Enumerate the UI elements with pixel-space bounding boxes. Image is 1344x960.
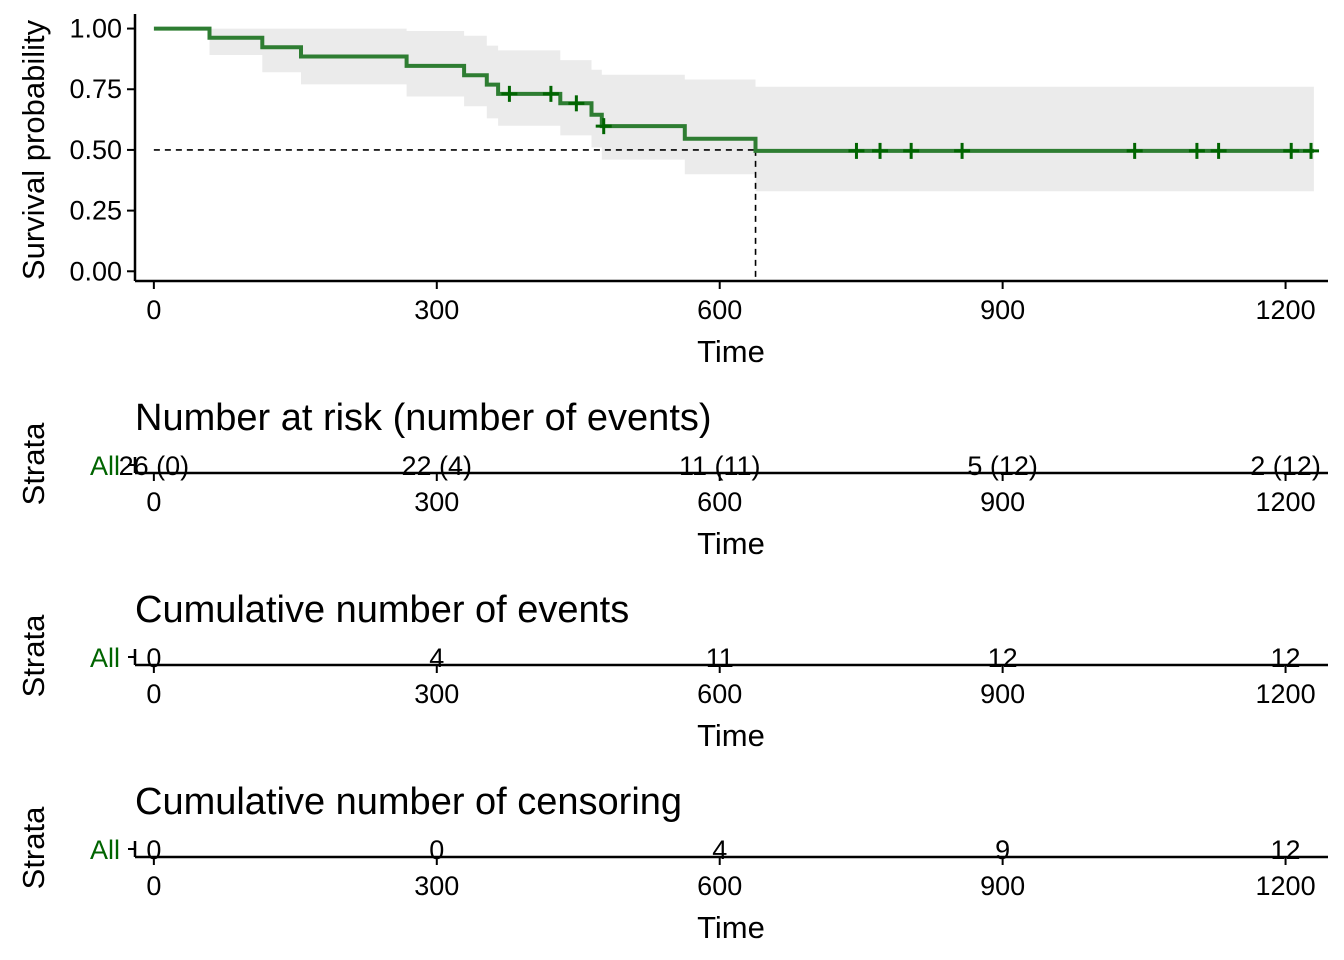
censor-mark <box>872 142 889 159</box>
events-table-strata-label: All <box>90 643 120 673</box>
table-x-tick-label: 900 <box>980 679 1025 709</box>
y-tick-label: 1.00 <box>69 14 122 44</box>
risk-table-panel: Number at risk (number of events) Strata… <box>16 397 1328 561</box>
censoring-table-panel: Cumulative number of censoring Strata Al… <box>16 781 1328 945</box>
censor-mark <box>542 85 559 102</box>
table-x-tick-label: 600 <box>697 871 742 901</box>
censoring-table-y-title: Strata <box>16 806 51 889</box>
censoring-table-title: Cumulative number of censoring <box>135 781 682 823</box>
risk-table-y-title: Strata <box>16 422 51 505</box>
censor-mark <box>1210 142 1227 159</box>
censor-mark <box>595 118 612 135</box>
x-tick-label: 900 <box>980 295 1025 325</box>
risk-table-title: Number at risk (number of events) <box>135 397 712 439</box>
table-x-tick-label: 600 <box>697 679 742 709</box>
x-tick-label: 300 <box>414 295 459 325</box>
censor-marks <box>501 85 1320 159</box>
censor-mark <box>954 142 971 159</box>
y-axis-title: Survival probability <box>16 19 51 280</box>
survival-step-line <box>153 26 1314 153</box>
table-x-tick-label: 300 <box>414 487 459 517</box>
risk-table-strata-label: All <box>90 451 120 481</box>
events-table-y-title: Strata <box>16 614 51 697</box>
median-survival-lines <box>153 149 757 281</box>
censor-mark <box>1303 142 1320 159</box>
table-x-tick-label: 0 <box>146 487 161 517</box>
events-table-x-title: Time <box>697 718 765 753</box>
table-x-tick-label: 600 <box>697 487 742 517</box>
confidence-band <box>153 28 1314 192</box>
ci-band-area <box>153 28 1314 192</box>
y-tick-label: 0.75 <box>69 74 122 104</box>
table-x-tick-label: 300 <box>414 871 459 901</box>
censor-mark <box>903 142 920 159</box>
survival-curve-panel: 0.00 0.25 0.50 0.75 1.00 0 300 600 900 1200 Survi… <box>16 14 1328 369</box>
table-x-tick-label: 900 <box>980 487 1025 517</box>
y-tick-label: 0.25 <box>69 196 122 226</box>
x-axis-title: Time <box>697 334 765 369</box>
table-x-tick-label: 300 <box>414 679 459 709</box>
censor-mark <box>501 85 518 102</box>
censoring-table-strata-label: All <box>90 835 120 865</box>
censor-mark <box>1188 142 1205 159</box>
censor-mark <box>568 95 585 112</box>
censor-mark <box>1126 142 1143 159</box>
censor-mark <box>848 142 865 159</box>
risk-table-x-title: Time <box>697 526 765 561</box>
y-tick-label: 0.50 <box>69 135 122 165</box>
censor-mark <box>1283 142 1300 159</box>
events-table-title: Cumulative number of events <box>135 589 629 631</box>
x-tick-label: 1200 <box>1256 295 1316 325</box>
table-x-tick-label: 0 <box>146 679 161 709</box>
survival-axes: 0.00 0.25 0.50 0.75 1.00 0 300 600 900 1200 <box>69 14 1328 325</box>
y-tick-label: 0.00 <box>69 256 122 286</box>
table-x-tick-label: 1200 <box>1256 487 1316 517</box>
table-x-tick-label: 1200 <box>1256 679 1316 709</box>
events-table-panel: Cumulative number of events Strata All T… <box>16 589 1328 753</box>
x-tick-label: 600 <box>697 295 742 325</box>
table-x-tick-label: 0 <box>146 871 161 901</box>
survival-curve <box>153 26 1314 153</box>
x-tick-label: 0 <box>146 295 161 325</box>
censoring-table-x-title: Time <box>697 910 765 945</box>
table-x-tick-label: 1200 <box>1256 871 1316 901</box>
table-x-tick-label: 900 <box>980 871 1025 901</box>
